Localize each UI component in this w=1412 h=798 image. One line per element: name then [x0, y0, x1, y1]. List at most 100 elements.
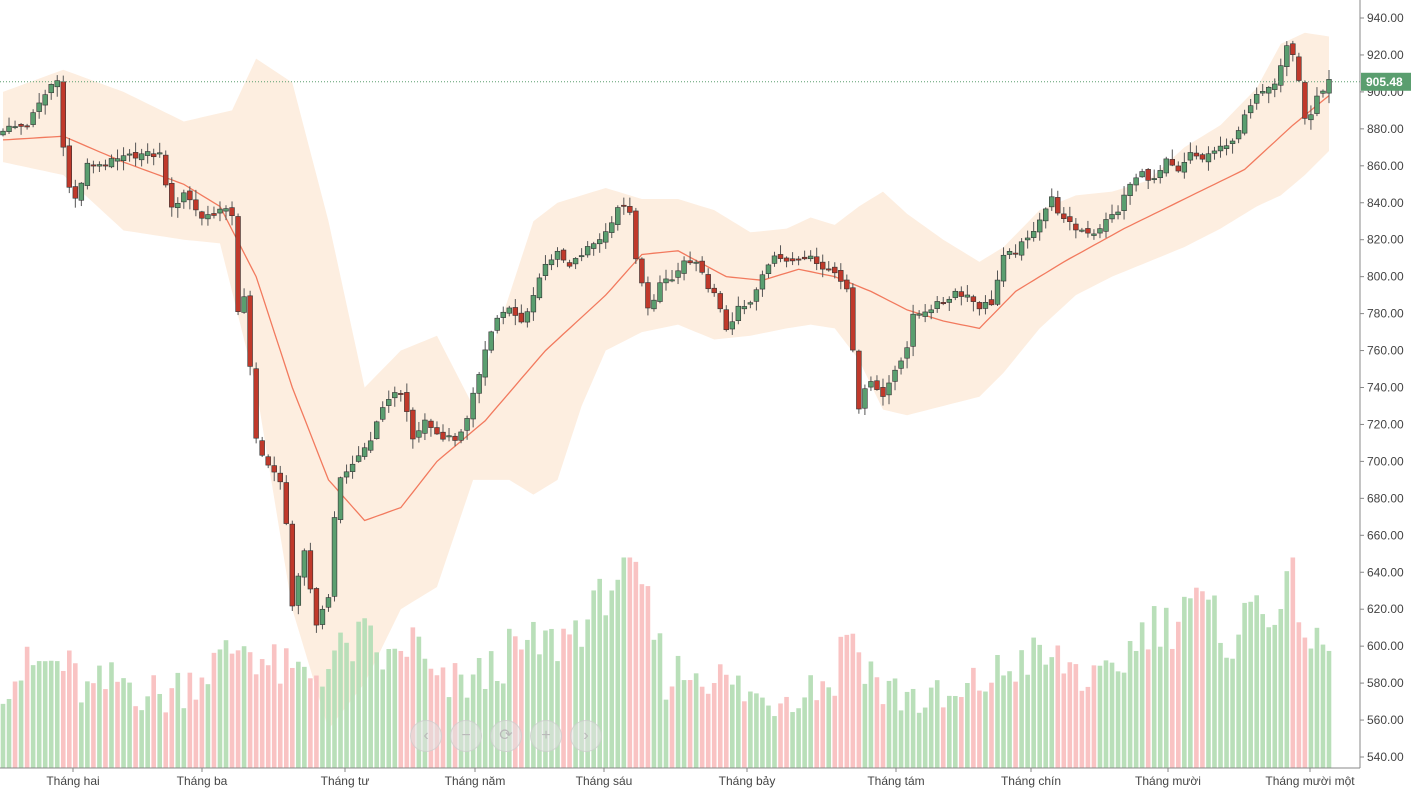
- chart-navigation: ‹ − ⟳ + ›: [410, 720, 602, 752]
- candle-body: [940, 302, 946, 305]
- volume-bar: [121, 678, 126, 768]
- volume-bar: [537, 654, 542, 768]
- candle-body: [813, 256, 820, 264]
- volume-bar: [1037, 644, 1042, 768]
- price-tick-label: 940.00: [1367, 11, 1404, 25]
- volume-bar: [199, 677, 205, 768]
- candle-body: [102, 164, 109, 167]
- volume-bar: [946, 695, 952, 768]
- candle-body: [1049, 196, 1055, 208]
- candle-body: [717, 293, 723, 310]
- volume-bar: [506, 628, 512, 768]
- candle-body: [603, 231, 609, 243]
- candle-body: [1157, 170, 1163, 179]
- volume-bar: [229, 653, 235, 768]
- volume-bar: [97, 665, 102, 768]
- volume-bar: [651, 639, 657, 768]
- candle-body: [1000, 254, 1007, 282]
- candle-body: [163, 154, 169, 186]
- candles: [0, 40, 1332, 633]
- volume-bar: [513, 636, 518, 768]
- reset-icon[interactable]: ⟳: [490, 720, 522, 752]
- volume-bar: [332, 650, 337, 768]
- volume-bar: [115, 681, 120, 768]
- volume-bar: [283, 648, 289, 768]
- candle-body: [18, 123, 24, 127]
- volume-bar: [91, 683, 96, 768]
- candle-body: [657, 282, 663, 302]
- volume-bar: [717, 664, 723, 768]
- volume-bar: [1043, 664, 1049, 768]
- candle-body: [609, 222, 615, 233]
- volume-bar: [404, 656, 410, 768]
- candle-body: [1109, 214, 1115, 220]
- time-tick-label: Tháng tám: [867, 774, 924, 788]
- price-tag-background: [1361, 72, 1411, 91]
- volume-bar: [30, 665, 36, 768]
- candle-body: [434, 427, 440, 435]
- volume-bar: [1013, 681, 1018, 768]
- candle-body: [157, 152, 163, 155]
- volume-bar: [609, 590, 615, 768]
- candle-body: [783, 257, 790, 262]
- volume-bar: [1031, 637, 1036, 768]
- volume-bar: [639, 584, 645, 768]
- candle-body: [271, 465, 277, 473]
- candle-body: [1290, 43, 1296, 55]
- time-tick-label: Tháng năm: [445, 774, 506, 788]
- candle-body: [850, 287, 856, 351]
- candle-body: [777, 254, 784, 259]
- volume-bar: [163, 712, 169, 768]
- band-area: [3, 32, 1329, 730]
- price-tick-label: 780.00: [1367, 307, 1404, 321]
- volume-bar: [766, 705, 771, 768]
- candle-body: [476, 374, 482, 394]
- time-tick-label: Tháng ba: [177, 774, 228, 788]
- candle-body: [922, 311, 928, 317]
- price-tick-label: 880.00: [1367, 122, 1404, 136]
- volume-bar: [356, 621, 361, 768]
- candle-body: [1169, 159, 1175, 166]
- volume-bar: [398, 650, 404, 768]
- candle-body: [367, 440, 374, 451]
- minus-icon[interactable]: −: [450, 720, 482, 752]
- chevron-left-icon[interactable]: ‹: [410, 720, 442, 752]
- bollinger-band: [3, 32, 1329, 730]
- candle-body: [1314, 95, 1320, 114]
- candle-body: [832, 266, 838, 274]
- volume-bar: [1049, 657, 1055, 768]
- volume-bar: [482, 688, 488, 768]
- volume-bar: [440, 667, 446, 768]
- candle-body: [747, 302, 754, 305]
- candle-body: [566, 262, 573, 267]
- candle-body: [560, 249, 567, 261]
- candle-body: [1217, 145, 1224, 152]
- candle-body: [277, 472, 283, 483]
- volume-bar: [633, 561, 639, 768]
- candle-body: [506, 307, 512, 314]
- volume-bar: [446, 697, 452, 768]
- candle-body: [1278, 65, 1284, 86]
- volume-bar: [1133, 650, 1139, 768]
- volume-bars: [0, 557, 1332, 768]
- volume-bar: [874, 677, 880, 768]
- candle-body: [0, 130, 6, 136]
- candle-body: [862, 388, 868, 409]
- candle-body: [187, 190, 193, 201]
- price-tick-label: 600.00: [1367, 639, 1404, 653]
- volume-bar: [157, 693, 163, 768]
- candle-body: [410, 409, 416, 440]
- candle-body: [325, 597, 332, 608]
- volume-bar: [151, 675, 156, 768]
- plus-icon[interactable]: +: [530, 720, 562, 752]
- volume-bar: [1145, 649, 1151, 768]
- candle-body: [386, 399, 392, 406]
- candle-body: [675, 270, 681, 278]
- volume-bar: [1242, 602, 1247, 768]
- chevron-right-icon[interactable]: ›: [570, 720, 602, 752]
- volume-bar: [1091, 665, 1097, 768]
- volume-bar: [1067, 662, 1073, 768]
- candle-body: [789, 258, 796, 262]
